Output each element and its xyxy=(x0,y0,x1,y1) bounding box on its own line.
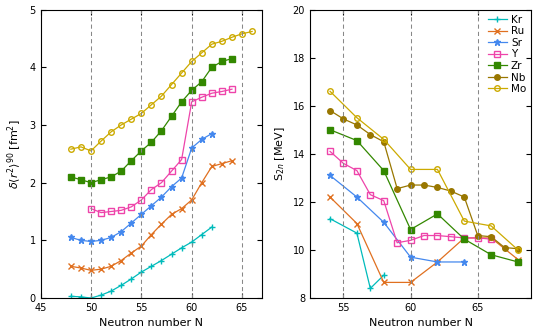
Y xyxy=(475,236,481,240)
Ru xyxy=(381,281,387,285)
Nb xyxy=(502,245,508,249)
X-axis label: Neutron number N: Neutron number N xyxy=(99,318,204,328)
Line: Zr: Zr xyxy=(327,127,521,265)
Sr xyxy=(408,255,414,259)
Mo xyxy=(515,248,521,252)
Nb xyxy=(354,123,360,127)
Kr xyxy=(367,287,374,291)
Y xyxy=(327,149,333,153)
Legend: Kr, Ru, Sr, Y, Zr, Nb, Mo: Kr, Ru, Sr, Y, Zr, Nb, Mo xyxy=(486,13,528,96)
Y xyxy=(408,238,414,242)
Ru xyxy=(327,195,333,199)
Mo xyxy=(488,224,495,228)
Mo xyxy=(434,167,441,171)
Nb xyxy=(381,140,387,144)
Sr xyxy=(327,173,333,177)
Ru xyxy=(434,260,441,264)
Zr xyxy=(408,227,414,231)
Line: Sr: Sr xyxy=(326,172,468,266)
Nb xyxy=(434,185,441,189)
Ru xyxy=(515,258,521,262)
Nb xyxy=(340,117,347,121)
Y xyxy=(367,193,374,197)
Mo xyxy=(408,167,414,171)
Mo xyxy=(461,219,468,223)
Nb xyxy=(515,247,521,251)
Nb xyxy=(488,235,495,239)
Zr xyxy=(327,128,333,132)
Y-axis label: $\delta\langle r^2\rangle^{90}$ [fm$^2$]: $\delta\langle r^2\rangle^{90}$ [fm$^2$] xyxy=(5,119,24,189)
Nb xyxy=(448,189,454,193)
Y xyxy=(434,233,441,237)
Y xyxy=(381,199,387,203)
Y xyxy=(448,235,454,239)
Ru xyxy=(488,236,495,240)
Mo xyxy=(327,89,333,93)
Sr xyxy=(461,260,468,264)
Mo xyxy=(381,137,387,141)
Line: Nb: Nb xyxy=(327,108,521,252)
Nb xyxy=(421,183,427,187)
Line: Y: Y xyxy=(327,149,494,245)
Sr xyxy=(381,220,387,224)
Nb xyxy=(327,109,333,113)
Nb xyxy=(475,233,481,237)
Sr xyxy=(354,195,360,199)
Ru xyxy=(408,281,414,285)
Y xyxy=(488,237,495,241)
Y xyxy=(421,233,427,237)
Zr xyxy=(354,139,360,143)
Kr xyxy=(354,231,360,235)
Nb xyxy=(461,195,468,199)
Y xyxy=(461,236,468,240)
Mo xyxy=(354,116,360,120)
Nb xyxy=(367,133,374,137)
Line: Ru: Ru xyxy=(327,194,521,285)
X-axis label: Neutron number N: Neutron number N xyxy=(369,318,473,328)
Y xyxy=(394,241,401,245)
Zr xyxy=(488,253,495,257)
Zr xyxy=(434,212,441,216)
Zr xyxy=(461,237,468,241)
Y xyxy=(354,169,360,173)
Y xyxy=(340,161,347,165)
Line: Kr: Kr xyxy=(326,215,387,292)
Line: Mo: Mo xyxy=(327,89,521,253)
Zr xyxy=(381,169,387,173)
Kr xyxy=(381,273,387,277)
Ru xyxy=(461,236,468,240)
Zr xyxy=(515,260,521,264)
Nb xyxy=(408,183,414,187)
Nb xyxy=(394,187,401,191)
Sr xyxy=(434,260,441,264)
Kr xyxy=(327,217,333,221)
Y-axis label: S$_{2n}$ [MeV]: S$_{2n}$ [MeV] xyxy=(273,127,287,181)
Ru xyxy=(354,221,360,225)
